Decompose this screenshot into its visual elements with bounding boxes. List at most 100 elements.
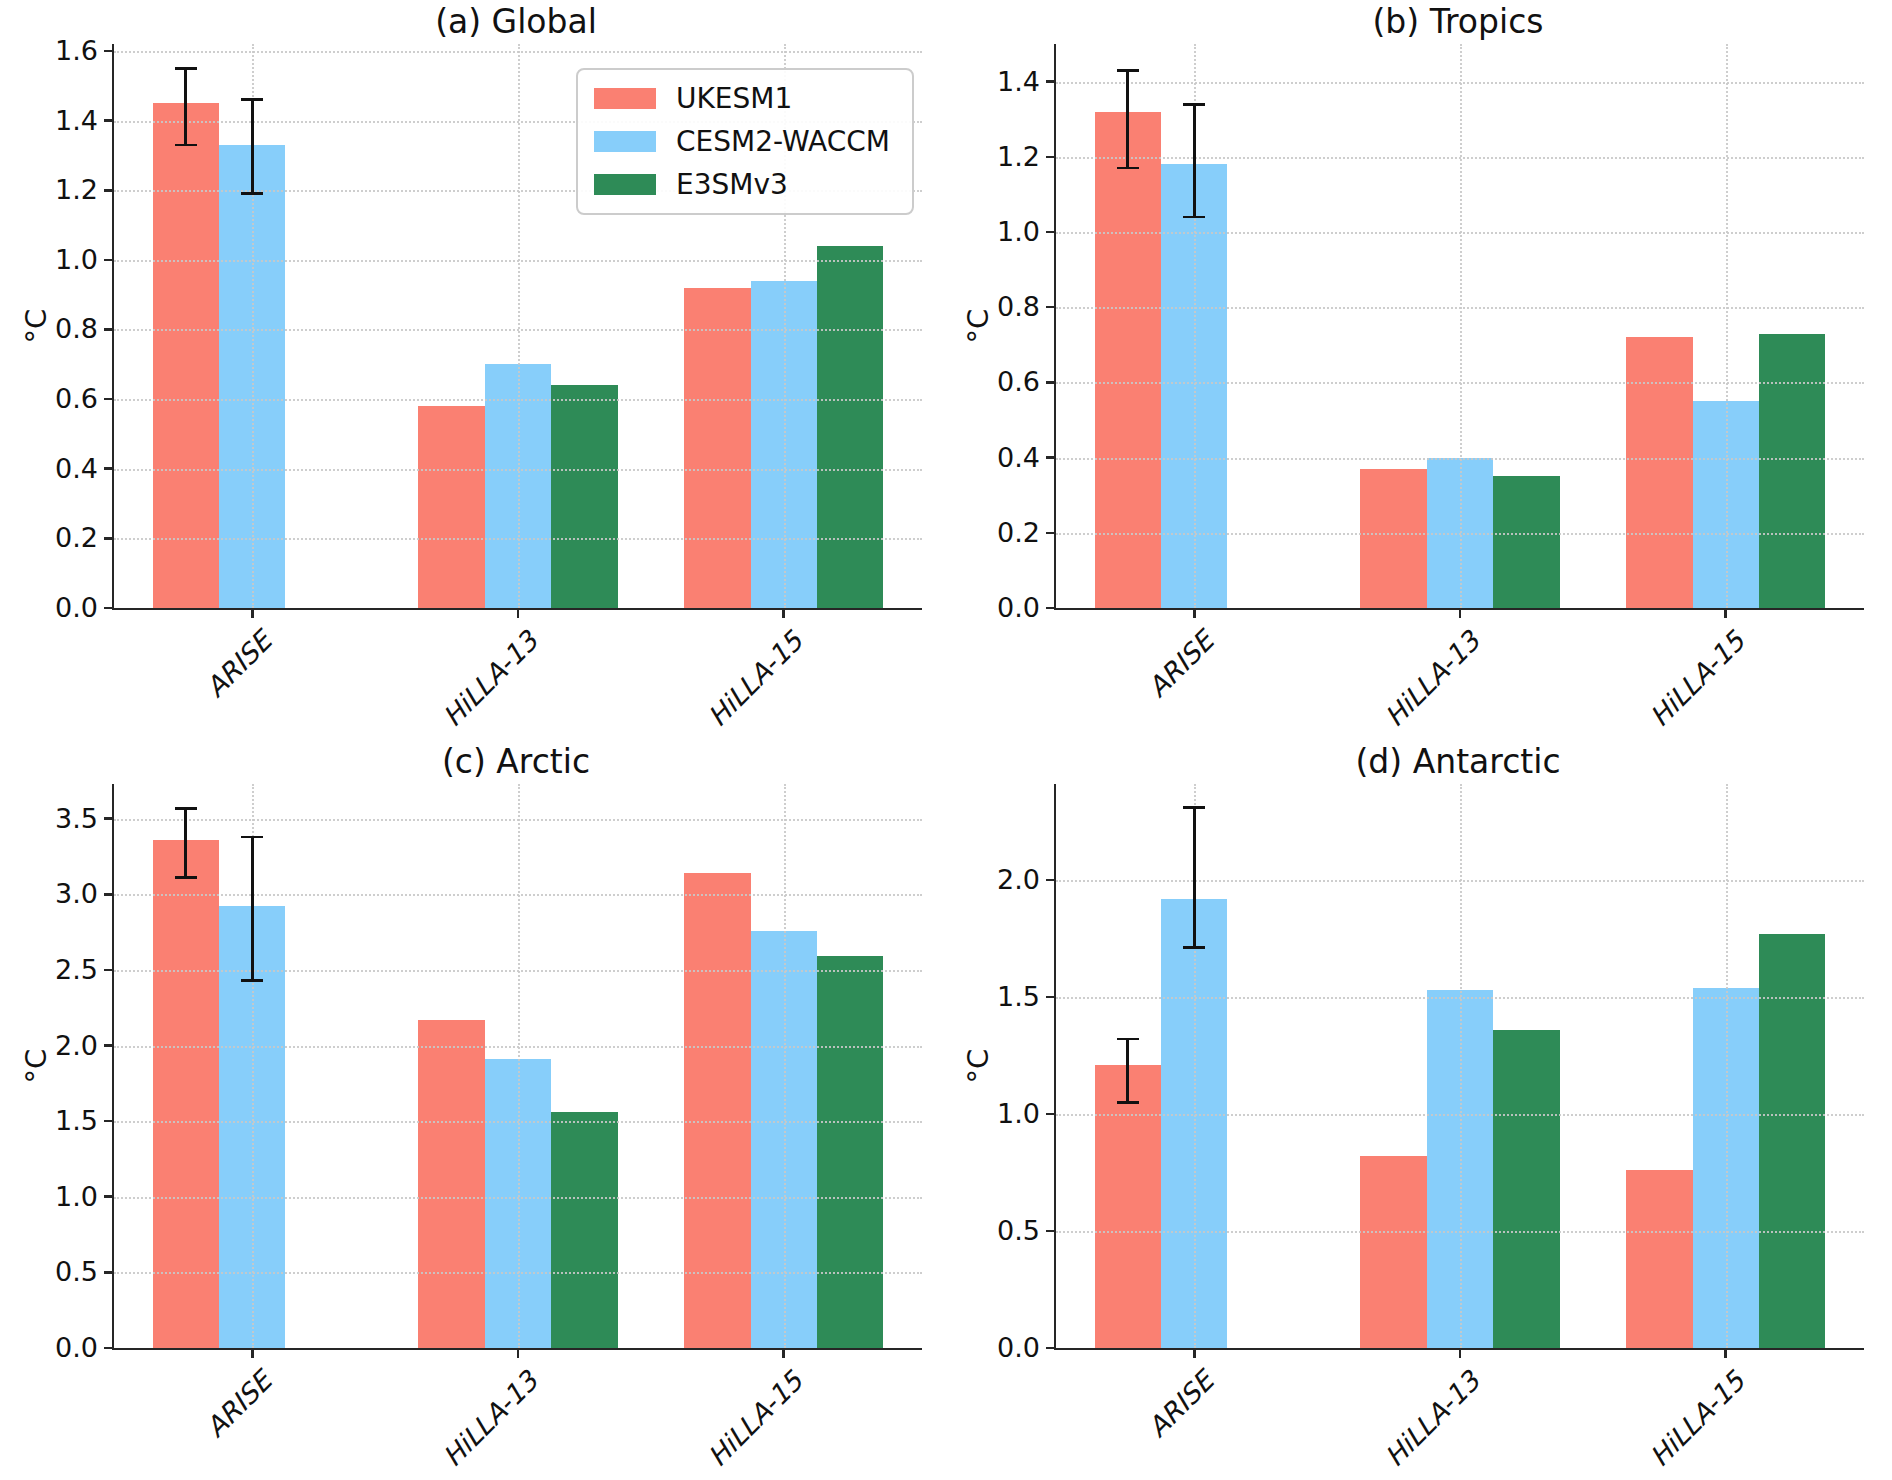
bar-E3SMv3-HiLLA-13 <box>551 1112 617 1348</box>
y-axis-label: °C <box>961 309 995 344</box>
bar-UKESM1-HiLLA-15 <box>684 873 750 1348</box>
y-tick-mark <box>104 119 114 122</box>
bar-UKESM1-ARISE <box>1095 1065 1161 1348</box>
legend-entry: UKESM1 <box>594 82 890 115</box>
y-tick-label: 1.6 <box>55 36 98 66</box>
bar-UKESM1-HiLLA-15 <box>1626 337 1692 608</box>
error-bar-cap <box>1117 1101 1139 1104</box>
vertical-gridline <box>1460 44 1462 608</box>
y-tick-label: 1.2 <box>997 142 1040 172</box>
error-bar-UKESM1 <box>1126 70 1129 168</box>
x-tick-mark <box>517 608 520 618</box>
error-bar-cap <box>1117 167 1139 170</box>
bar-E3SMv3-HiLLA-15 <box>1759 334 1825 608</box>
legend-swatch-icon <box>594 131 656 152</box>
x-tick-label: HiLLA-15 <box>1645 626 1751 732</box>
y-tick-label: 0.0 <box>55 593 98 623</box>
y-tick-mark <box>104 1044 114 1047</box>
panel-arctic: (c) Arctic°C0.00.51.01.52.02.53.03.5ARIS… <box>0 740 946 1480</box>
legend-swatch-icon <box>594 88 656 109</box>
error-bar-cap <box>241 979 263 982</box>
bar-UKESM1-HiLLA-13 <box>1360 1156 1426 1348</box>
y-tick-mark <box>104 259 114 262</box>
bar-UKESM1-HiLLA-13 <box>418 406 484 608</box>
vertical-gridline <box>784 784 786 1348</box>
y-tick-label: 0.5 <box>55 1257 98 1287</box>
error-bar-CESM2-WACCM <box>251 100 254 194</box>
panel-title: (b) Tropics <box>1054 2 1862 42</box>
bar-E3SMv3-HiLLA-15 <box>817 956 883 1348</box>
error-bar-UKESM1 <box>184 808 187 878</box>
x-tick-label: HiLLA-15 <box>1645 1366 1751 1472</box>
x-tick-label: HiLLA-13 <box>437 1366 543 1472</box>
y-tick-label: 1.0 <box>997 217 1040 247</box>
y-tick-mark <box>104 189 114 192</box>
panel-title: (a) Global <box>112 2 920 42</box>
y-tick-label: 0.6 <box>55 384 98 414</box>
y-tick-label: 2.0 <box>997 865 1040 895</box>
error-bar-cap <box>175 67 197 70</box>
y-tick-mark <box>1046 80 1056 83</box>
y-tick-mark <box>1046 1347 1056 1350</box>
y-tick-label: 0.0 <box>997 1333 1040 1363</box>
y-tick-mark <box>1046 231 1056 234</box>
x-tick-mark <box>251 1348 254 1358</box>
error-bar-cap <box>1117 69 1139 72</box>
bar-E3SMv3-HiLLA-15 <box>1759 934 1825 1348</box>
y-tick-label: 1.5 <box>55 1106 98 1136</box>
y-tick-label: 1.5 <box>997 982 1040 1012</box>
error-bar-cap <box>241 98 263 101</box>
error-bar-cap <box>175 807 197 810</box>
y-tick-mark <box>1046 1230 1056 1233</box>
error-bar-cap <box>1117 1038 1139 1041</box>
bar-UKESM1-ARISE <box>153 103 219 608</box>
legend-swatch-icon <box>594 174 656 195</box>
error-bar-cap <box>175 876 197 879</box>
y-tick-mark <box>104 50 114 53</box>
legend-entry: CESM2-WACCM <box>594 125 890 158</box>
x-tick-mark <box>1459 608 1462 618</box>
plot-area: °C0.00.51.01.52.02.53.03.5ARISEHiLLA-13H… <box>112 784 922 1350</box>
x-tick-mark <box>1193 1348 1196 1358</box>
legend-entry: E3SMv3 <box>594 168 890 201</box>
y-axis-label: °C <box>19 1049 53 1084</box>
bar-UKESM1-HiLLA-15 <box>1626 1170 1692 1348</box>
x-tick-label: HiLLA-13 <box>1379 626 1485 732</box>
x-tick-mark <box>1459 1348 1462 1358</box>
x-tick-label: HiLLA-15 <box>703 626 809 732</box>
y-tick-mark <box>1046 532 1056 535</box>
y-tick-label: 1.0 <box>55 245 98 275</box>
y-tick-mark <box>1046 381 1056 384</box>
error-bar-cap <box>1183 103 1205 106</box>
y-tick-mark <box>104 1347 114 1350</box>
y-tick-label: 0.0 <box>997 593 1040 623</box>
y-tick-mark <box>104 1120 114 1123</box>
error-bar-CESM2-WACCM <box>251 837 254 981</box>
x-tick-mark <box>1193 608 1196 618</box>
bar-UKESM1-HiLLA-15 <box>684 288 750 608</box>
x-tick-mark <box>1724 1348 1727 1358</box>
y-tick-mark <box>104 537 114 540</box>
y-tick-label: 0.8 <box>55 314 98 344</box>
y-tick-mark <box>104 398 114 401</box>
x-tick-label: ARISE <box>1142 1366 1219 1443</box>
y-tick-label: 1.2 <box>55 175 98 205</box>
y-tick-mark <box>104 1195 114 1198</box>
error-bar-UKESM1 <box>184 68 187 145</box>
y-tick-label: 3.5 <box>55 804 98 834</box>
panel-global: (a) Global°C0.00.20.40.60.81.01.21.41.6A… <box>0 0 946 740</box>
y-tick-label: 0.2 <box>55 523 98 553</box>
x-tick-label: ARISE <box>1142 626 1219 703</box>
y-tick-label: 1.4 <box>997 67 1040 97</box>
vertical-gridline <box>1726 784 1728 1348</box>
bar-E3SMv3-HiLLA-13 <box>551 385 617 608</box>
y-tick-mark <box>1046 879 1056 882</box>
y-tick-mark <box>104 817 114 820</box>
y-tick-label: 2.0 <box>55 1031 98 1061</box>
plot-area: °C0.00.51.01.52.0ARISEHiLLA-13HiLLA-15 <box>1054 784 1864 1350</box>
x-tick-label: ARISE <box>200 626 277 703</box>
error-bar-cap <box>1183 946 1205 949</box>
bar-E3SMv3-HiLLA-13 <box>1493 476 1559 608</box>
x-tick-mark <box>251 608 254 618</box>
y-tick-label: 0.0 <box>55 1333 98 1363</box>
